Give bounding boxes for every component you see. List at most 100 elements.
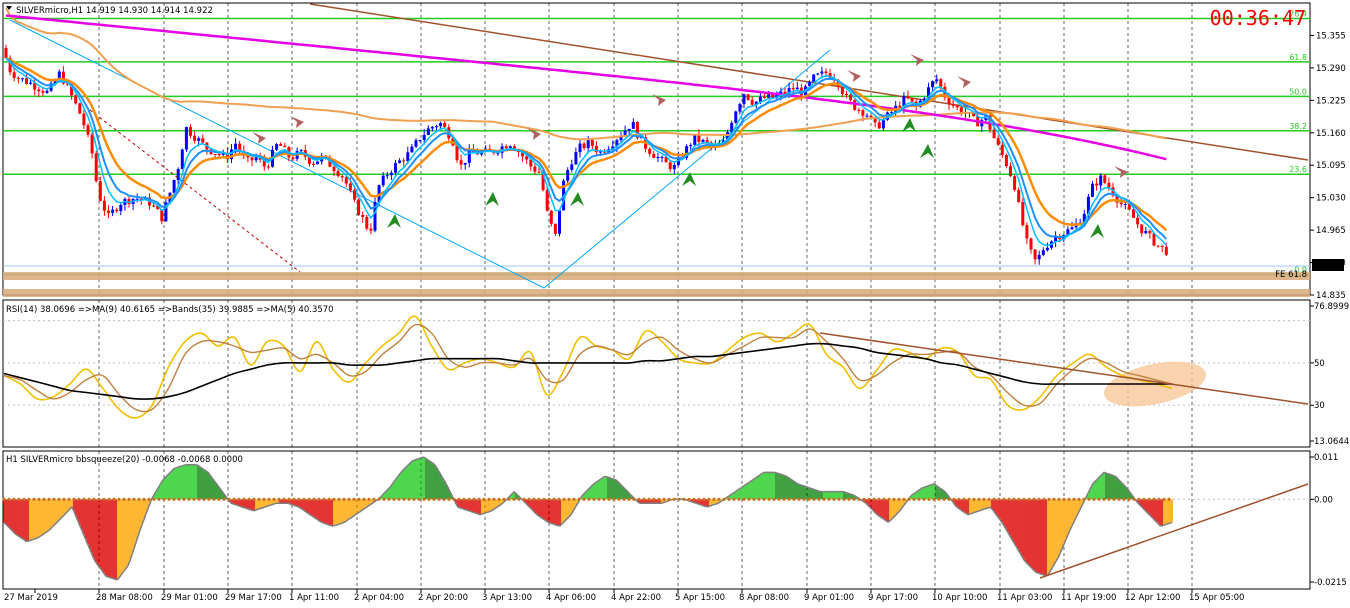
bbs-squeeze-dot [472,497,476,501]
candle [533,166,537,172]
candle [336,171,340,177]
candle [353,190,356,200]
candle [1164,246,1168,255]
bbs-axis-label: -0.0215 [1314,578,1347,588]
bbs-outline [3,456,1173,581]
bbs-squeeze-dot [552,497,556,501]
bbs-squeeze-dot [77,497,81,501]
price-pane[interactable] [2,2,1311,296]
candle [430,126,434,129]
bbsqueeze-pane[interactable] [2,450,1311,590]
bbs-squeeze-dot [367,497,371,501]
bbs-squeeze-dot [432,497,436,501]
candle [754,101,758,105]
bbs-squeeze-dot [377,497,381,501]
bbs-squeeze-dot [652,497,656,501]
candle [824,71,828,74]
candle [361,214,365,217]
bbs-squeeze-dot [812,497,816,501]
time-label: 11 Apr 19:00 [1061,593,1116,603]
bbs-squeeze-dot [807,497,811,501]
time-label: 9 Apr 17:00 [868,593,918,603]
candle [1160,245,1164,247]
bbs-squeeze-dot [27,497,31,501]
bbs-squeeze-dot [1077,497,1081,501]
candle [439,122,443,127]
candle [631,122,635,129]
bbs-squeeze-dot [167,497,171,501]
candle [935,79,939,82]
bbs-squeeze-dot [1082,497,1086,501]
candle [1013,176,1017,190]
bbs-squeeze-dot [442,497,446,501]
bbs-squeeze-dot [427,497,431,501]
buy-arrow-icon [1090,224,1104,238]
bbs-squeeze-dot [37,497,41,501]
bbs-squeeze-dot [702,497,706,501]
candle [258,157,262,160]
ma-fast-line [5,57,1167,247]
bbs-squeeze-dot [392,497,396,501]
bbs-squeeze-dot [707,497,711,501]
bbs-squeeze-dot [437,497,441,501]
candle [972,112,976,117]
bbs-squeeze-dot [827,497,831,501]
candle [627,128,631,131]
rsi-trend-line[interactable] [819,332,1309,405]
candle [1140,224,1144,234]
bbs-squeeze-dot [987,497,991,501]
candle [332,166,336,172]
buy-arrow-icon [682,172,696,186]
bbs-squeeze-dot [1007,497,1011,501]
bbs-squeeze-dot [137,497,141,501]
candle [955,105,959,108]
candle [250,157,254,161]
candle [861,110,865,116]
bbs-squeeze-dot [1122,497,1126,501]
bbs-squeeze-dot [462,497,466,501]
candle [582,143,586,149]
bbs-squeeze-dot [1022,497,1026,501]
candle [697,134,701,142]
bbs-squeeze-dot [647,497,651,501]
candle [422,134,426,140]
bbs-squeeze-dot [232,497,236,501]
candle [307,156,311,164]
candle [668,162,672,170]
candle [910,98,914,102]
channel-line-up[interactable] [543,49,831,289]
candle [283,145,287,148]
candle [369,228,373,231]
time-label: 1 Apr 11:00 [289,593,339,603]
sell-arrow-icon [910,54,924,66]
collapse-arrow-icon[interactable] [6,6,12,10]
candle [344,177,348,184]
current-price-tag [1312,259,1344,271]
candle [238,143,242,151]
candle [783,91,787,94]
candle [537,171,541,173]
bbs-squeeze-dot [202,497,206,501]
bbs-squeeze-dot [17,497,21,501]
bbs-squeeze-dot [867,497,871,501]
candle [808,81,812,87]
bbs-squeeze-dot [992,497,996,501]
bbs-squeeze-dot [262,497,266,501]
candle [70,84,74,96]
candle [61,71,65,84]
candle [16,77,20,79]
candle [426,128,430,135]
bbs-trend-line[interactable] [1039,483,1309,579]
candle [1009,166,1012,177]
bbs-squeeze-dot [222,497,226,501]
dashed-line[interactable] [89,109,301,273]
candle [586,140,590,149]
bbs-squeeze-dot [842,497,846,501]
rsi-pane[interactable] [2,299,1311,448]
bbs-squeeze-dot [542,497,546,501]
candle [418,139,422,141]
candle [1070,227,1074,230]
candle [90,134,94,154]
price-label: 14.835 [1316,291,1346,301]
